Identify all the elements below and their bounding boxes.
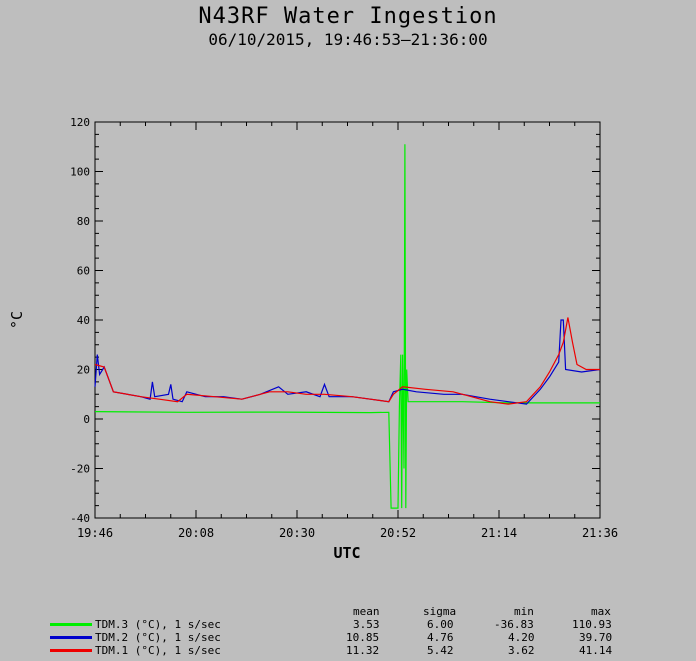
y-tick-label: 120 [70, 116, 90, 129]
y-tick-label: 40 [77, 314, 90, 327]
chart-subtitle: 06/10/2015, 19:46:53–21:36:00 [208, 30, 488, 49]
x-axis-label: UTC [333, 544, 360, 562]
y-tick-label: 100 [70, 166, 90, 179]
x-tick-label: 20:30 [279, 526, 315, 540]
y-tick-label: -20 [70, 463, 90, 476]
series-line-2 [94, 317, 600, 405]
x-tick-label: 21:36 [582, 526, 618, 540]
x-tick-label: 20:08 [178, 526, 214, 540]
y-axis-label: °C [8, 311, 26, 329]
chart-title: N43RF Water Ingestion [198, 4, 498, 29]
y-tick-label: -40 [70, 512, 90, 525]
x-tick-label: 20:52 [380, 526, 416, 540]
x-tick-label: 21:14 [481, 526, 517, 540]
series-line-0 [94, 144, 600, 509]
x-tick-label: 19:46 [77, 526, 113, 540]
y-tick-label: 80 [77, 215, 90, 228]
plot-area [94, 121, 601, 519]
y-tick-label: 20 [77, 364, 90, 377]
y-tick-label: 0 [83, 413, 90, 426]
y-tick-label: 60 [77, 265, 90, 278]
series-line-1 [94, 319, 601, 405]
